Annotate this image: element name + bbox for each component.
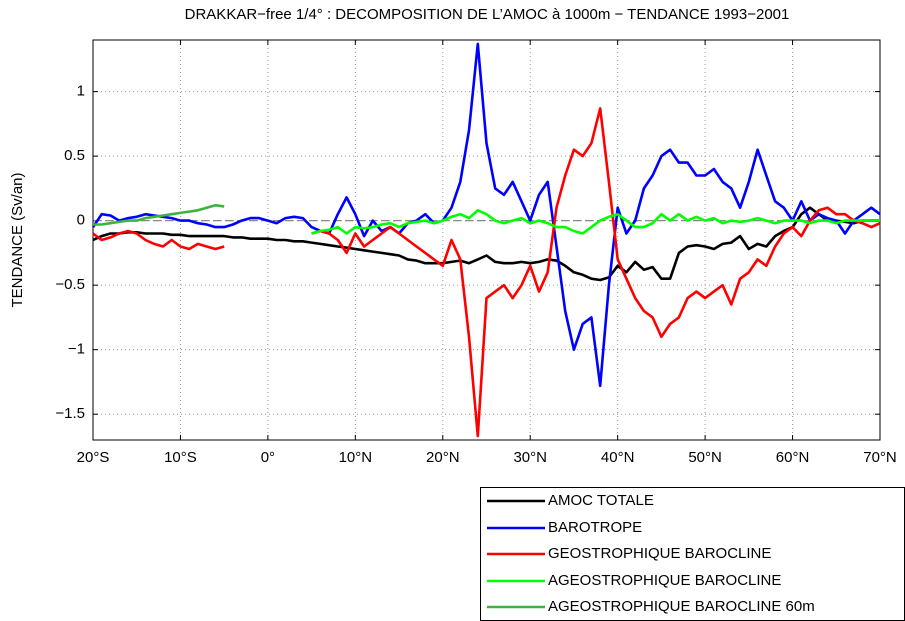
x-tick-label: 40°N: [601, 449, 635, 466]
y-tick-label: 1: [77, 83, 85, 100]
y-axis-label: TENDANCE (Sv/an): [9, 172, 26, 307]
legend-box: [480, 487, 905, 621]
x-tick-label: 20°S: [77, 449, 110, 466]
series-line: [91, 42, 881, 388]
x-tick-label: 50°N: [688, 449, 722, 466]
x-tick-label: 0°: [261, 449, 275, 466]
x-tick-label: 10°N: [339, 449, 373, 466]
y-tick-label: 0.5: [64, 147, 85, 164]
y-tick-label: −1: [68, 341, 85, 358]
series-line: [92, 206, 880, 282]
series-line: [93, 203, 225, 226]
legend-label: AMOC TOTALE: [548, 492, 654, 509]
legend-label: BAROTROPE: [548, 519, 642, 536]
x-tick-label: 70°N: [863, 449, 897, 466]
legend-label: GEOSTROPHIQUE BAROCLINE: [548, 545, 771, 562]
series-line: [92, 107, 881, 438]
x-tick-label: 20°N: [426, 449, 460, 466]
legend-label: AGEOSTROPHIQUE BAROCLINE: [548, 572, 781, 589]
plot-frame: [92, 39, 881, 441]
x-tick-label: 30°N: [513, 449, 547, 466]
series-line: [311, 209, 880, 235]
x-tick-label: 10°S: [164, 449, 197, 466]
y-tick-label: 0: [77, 212, 85, 229]
legend-label: AGEOSTROPHIQUE BAROCLINE 60m: [548, 598, 815, 615]
chart-title: DRAKKAR−free 1/4° : DECOMPOSITION DE L’A…: [185, 6, 790, 23]
x-tick-label: 60°N: [776, 449, 810, 466]
y-tick-label: −0.5: [55, 276, 85, 293]
y-tick-label: −1.5: [55, 405, 85, 422]
